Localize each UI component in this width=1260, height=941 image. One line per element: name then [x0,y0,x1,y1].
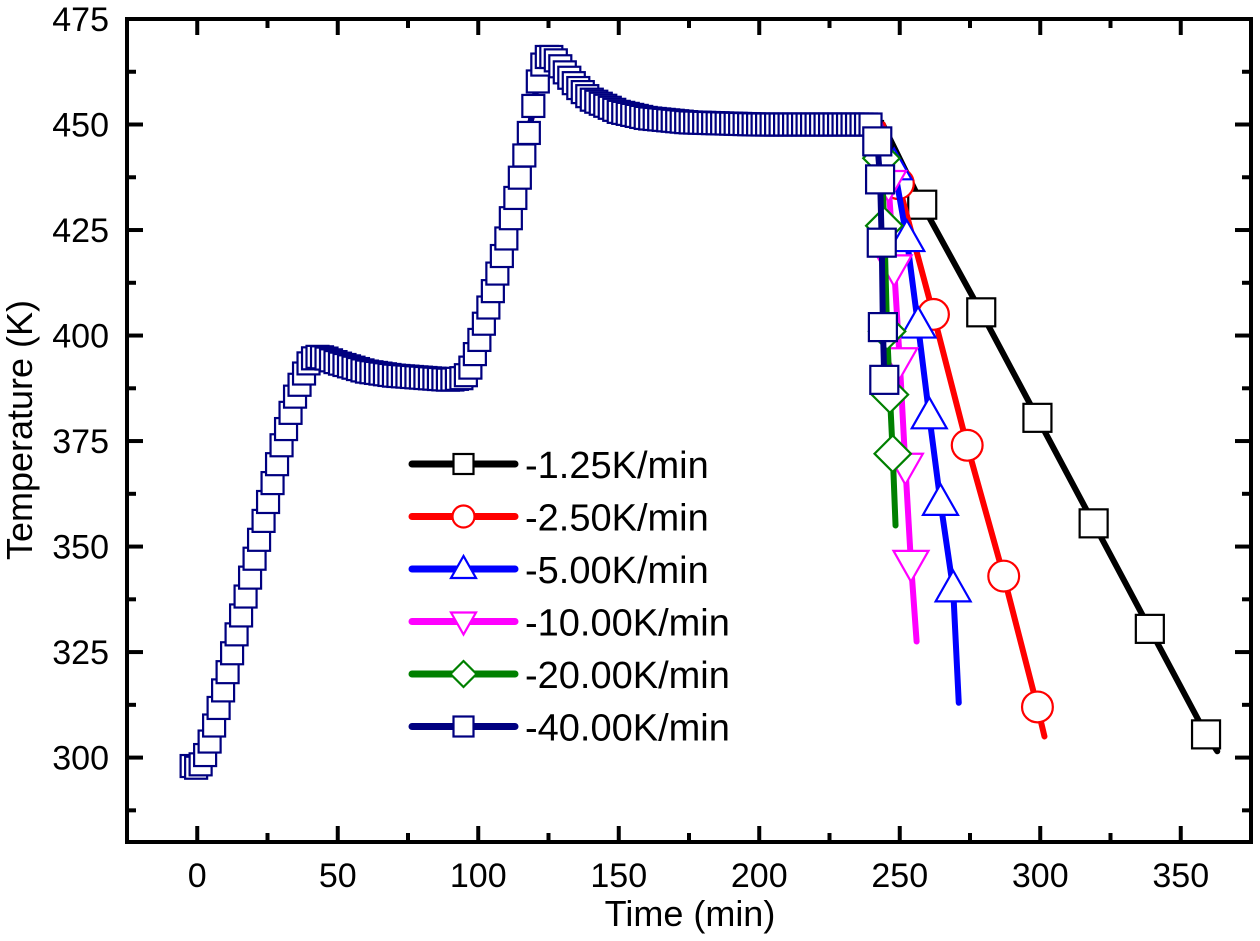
legend-entry: -2.50K/min [408,498,709,540]
data-point [864,164,896,195]
y-tick-label: 350 [52,529,109,567]
legend-label: -20.00K/min [525,655,730,697]
data-point [1022,402,1053,433]
data-point [987,559,1021,593]
legend-entry: -1.25K/min [408,445,709,487]
y-axis-title: Temperature (K) [0,300,40,560]
legend-entry: -10.00K/min [408,603,730,645]
data-point [867,311,898,343]
plot-data-layer [179,44,1222,780]
y-tick-label: 475 [52,1,109,39]
legend-marker [449,611,478,637]
legend-entry: -5.00K/min [408,550,709,592]
series-40.00Kmin [179,44,900,780]
data-point [907,189,938,220]
y-tick-label: 325 [52,634,109,672]
heating-marker [516,120,541,146]
heating-marker [512,143,537,168]
data-point [1190,719,1222,750]
data-point [1134,613,1165,644]
data-point [966,297,997,328]
data-point [909,395,949,430]
legend-marker [451,504,476,529]
heating-marker [498,206,523,231]
data-point [1020,690,1054,724]
legend-marker [449,553,478,580]
y-tick-label: 300 [52,740,109,778]
data-point [887,218,927,253]
legend-label: -2.50K/min [525,498,709,540]
legend-entry: -40.00K/min [408,708,730,750]
data-point [872,433,913,474]
data-point [950,428,984,462]
x-tick-label: 100 [450,857,507,895]
legend-entry: -20.00K/min [408,655,730,697]
y-tick-label: 450 [52,107,109,145]
x-tick-label: 200 [731,857,788,895]
x-tick-label: 150 [590,857,647,895]
legend-marker [448,659,479,689]
legend-label: -40.00K/min [525,708,730,750]
legend-label: -10.00K/min [525,603,730,645]
data-point [862,126,893,157]
y-tick-label: 375 [52,423,109,461]
data-point [1078,508,1109,539]
heating-marker [503,185,528,211]
x-tick-label: 50 [319,857,357,895]
x-tick-label: 300 [1012,857,1069,895]
heating-marker [521,93,546,119]
legend-marker [452,715,475,738]
x-tick-label: 350 [1152,857,1209,895]
heating-marker [507,165,532,190]
y-tick-label: 400 [52,318,109,356]
data-point [921,481,960,516]
data-point [866,227,897,258]
x-tick-label: 0 [188,857,207,895]
data-point [869,364,900,395]
legend-label: -1.25K/min [525,445,709,487]
data-point [898,304,938,339]
heating-marker [494,226,519,251]
x-tick-label: 250 [871,857,928,895]
y-tick-label: 425 [52,212,109,250]
x-axis-title: Time (min) [605,893,776,934]
legend-marker [452,452,475,476]
data-point [933,568,973,603]
legend-label: -5.00K/min [525,550,709,592]
data-point [891,549,931,584]
axis-ticks: 0 50 100 150 200 250 300 350 300 325 350 375 400 425 4… [52,1,1251,895]
legend: -1.25K/min -2.50K/min -5.00K/min -10.00K/mi… [408,445,730,750]
